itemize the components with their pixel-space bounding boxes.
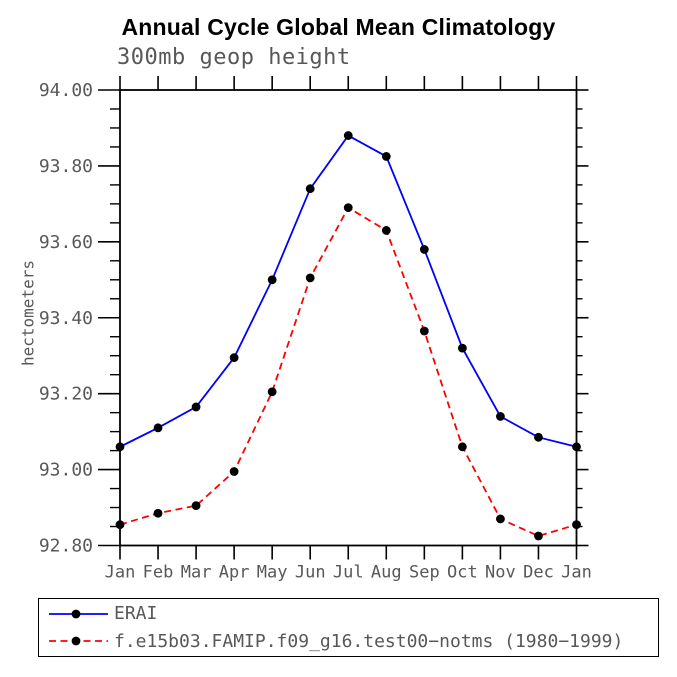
legend-label-model: f.e15b03.FAMIP.f09_g16.test00−notms (198… (114, 630, 624, 652)
legend-swatch-marker (71, 636, 81, 646)
y-tick-label: 93.20 (39, 384, 93, 405)
x-tick-label: Dec (523, 563, 554, 583)
data-point-marker (381, 226, 391, 235)
data-point-marker (229, 353, 239, 363)
x-tick-label: Aug (371, 563, 402, 583)
legend-item-model: f.e15b03.FAMIP.f09_g16.test00−notms (198… (39, 628, 658, 654)
chart-title: Annual Cycle Global Mean Climatology (121, 14, 556, 40)
y-tick-label: 92.80 (39, 536, 93, 557)
data-point-marker (572, 520, 581, 530)
x-tick-label: Jan (105, 563, 136, 583)
data-point-marker (267, 387, 277, 397)
x-tick-label: Jul (333, 563, 364, 583)
data-point-marker (115, 442, 125, 452)
legend-item-erai: ERAI (39, 601, 658, 627)
legend-swatch-erai (49, 609, 108, 619)
data-point-marker (153, 423, 163, 433)
data-point-marker (305, 273, 315, 283)
x-tick-label: Sep (409, 563, 440, 583)
model-line (119, 206, 577, 537)
data-point-marker (572, 442, 581, 452)
data-point-marker (343, 203, 353, 213)
legend: ERAI f.e15b03.FAMIP.f09_g16.test00−notms… (38, 598, 659, 657)
x-tick-label: Feb (143, 563, 174, 583)
plot-frame (119, 89, 578, 547)
data-point-marker (229, 467, 239, 476)
x-tick-label: Mar (181, 563, 212, 583)
x-tick-label: Jun (295, 563, 326, 583)
data-point-marker (496, 514, 505, 524)
x-tick-label: Jan (561, 563, 592, 583)
data-point-marker (381, 152, 391, 161)
legend-label-erai: ERAI (114, 603, 158, 625)
data-point-marker (305, 184, 315, 194)
data-point-marker (457, 442, 467, 452)
y-tick-label: 93.80 (39, 156, 93, 177)
y-tick-label: 94.00 (39, 80, 93, 101)
data-point-marker (419, 245, 429, 254)
data-point-marker (534, 432, 543, 442)
data-point-marker (457, 343, 467, 353)
x-tick-label: Nov (485, 563, 516, 583)
y-tick-label: 93.40 (39, 308, 93, 329)
data-point-marker (191, 501, 201, 511)
legend-swatch-model (49, 636, 108, 646)
x-tick-label: May (257, 563, 288, 583)
data-point-marker (153, 508, 163, 518)
data-point-marker (343, 131, 353, 140)
data-point-marker (496, 412, 505, 421)
data-point-marker (191, 402, 201, 412)
data-point-marker (419, 326, 429, 336)
legend-swatch-marker (71, 609, 81, 619)
x-tick-label: Oct (447, 563, 478, 583)
data-point-marker (267, 275, 277, 285)
erai-line (119, 134, 577, 448)
data-point-marker (115, 520, 125, 530)
plot-area: Jan Feb Mar Apr May Jun Jul Aug Sep Oct Nov Dec Jan 9… (39, 76, 592, 583)
y-tick-label: 93.60 (39, 232, 93, 253)
chart-subtitle: 300mb geop height (117, 45, 351, 70)
y-tick-label: 93.00 (39, 460, 93, 481)
data-point-marker (534, 531, 543, 541)
x-tick-label: Apr (219, 563, 250, 583)
